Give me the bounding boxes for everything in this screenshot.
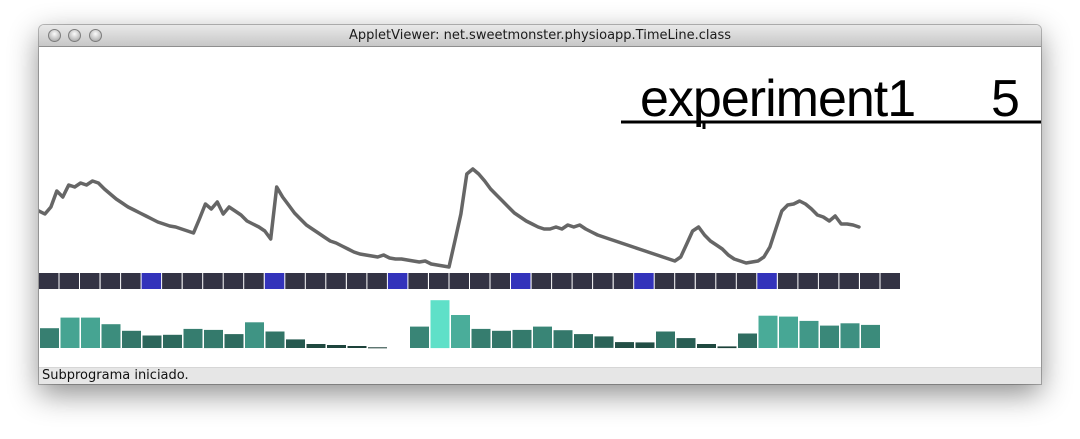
close-window-button[interactable] xyxy=(48,29,61,42)
activity-bar xyxy=(224,334,244,348)
status-text: Subprograma iniciado. xyxy=(42,368,189,383)
timeline-segment[interactable] xyxy=(880,273,901,289)
activity-bar xyxy=(410,326,429,348)
timeline-segment[interactable] xyxy=(59,273,80,289)
activity-bar xyxy=(306,344,326,348)
experiment-name: experiment1 xyxy=(640,70,916,128)
timeline-segment[interactable] xyxy=(736,273,757,289)
timeline-segment[interactable] xyxy=(429,273,449,289)
experiment-count: 5 xyxy=(991,70,1020,128)
activity-bar xyxy=(492,330,511,348)
activity-bar xyxy=(204,329,223,349)
window-title: AppletViewer: net.sweetmonster.physioapp… xyxy=(349,28,731,43)
timeline-segment[interactable] xyxy=(346,273,367,289)
timeline-segment[interactable] xyxy=(613,273,634,289)
timeline-segment[interactable] xyxy=(408,273,428,289)
timeline-segment[interactable] xyxy=(80,273,100,289)
minimize-window-button[interactable] xyxy=(68,29,81,42)
timeline-segment[interactable] xyxy=(203,273,223,289)
timeline-segment[interactable] xyxy=(285,273,305,289)
activity-bar xyxy=(122,330,141,348)
activity-bar xyxy=(574,334,593,348)
activity-bar xyxy=(533,326,552,348)
timeline-segment[interactable] xyxy=(634,273,654,289)
timeline-segment[interactable] xyxy=(593,273,613,289)
timeline-segments xyxy=(39,273,900,289)
timeline-segment[interactable] xyxy=(552,273,572,289)
signal-line xyxy=(39,167,861,269)
timeline-segment[interactable] xyxy=(223,273,244,289)
window-titlebar[interactable]: AppletViewer: net.sweetmonster.physioapp… xyxy=(39,25,1041,47)
activity-bar xyxy=(265,331,285,348)
timeline-segment[interactable] xyxy=(244,273,264,289)
timeline-segment[interactable] xyxy=(367,273,387,289)
timeline-segment[interactable] xyxy=(182,273,203,289)
activity-bar xyxy=(553,330,573,348)
activity-bar xyxy=(635,342,655,348)
timeline-segment[interactable] xyxy=(860,273,880,289)
timeline-segment[interactable] xyxy=(675,273,695,289)
timeline-segment[interactable] xyxy=(326,273,346,289)
timeline-segment[interactable] xyxy=(305,273,326,289)
activity-bar xyxy=(676,338,696,348)
status-bar: Subprograma iniciado. xyxy=(39,367,1041,384)
activity-bar xyxy=(697,344,716,348)
activity-bar xyxy=(471,328,491,348)
activity-bar xyxy=(368,347,387,349)
timeline-segment[interactable] xyxy=(839,273,859,289)
timeline-segment[interactable] xyxy=(39,273,59,289)
timeline-segment[interactable] xyxy=(716,273,736,289)
timeline-segment[interactable] xyxy=(695,273,716,289)
activity-bars xyxy=(40,300,880,349)
activity-bar xyxy=(60,317,80,348)
timeline-segment[interactable] xyxy=(100,273,121,289)
timeline-segment[interactable] xyxy=(654,273,675,289)
activity-bar xyxy=(615,342,634,348)
timeline-segment[interactable] xyxy=(162,273,182,289)
timeline-segment[interactable] xyxy=(757,273,777,289)
timeline-segment[interactable] xyxy=(141,273,162,289)
activity-bar xyxy=(717,346,737,349)
activity-bar xyxy=(327,345,346,348)
activity-bar xyxy=(245,322,264,348)
timeline-segment[interactable] xyxy=(121,273,141,289)
activity-bar xyxy=(861,324,880,348)
activity-bar xyxy=(656,331,675,348)
activity-bar xyxy=(820,325,839,348)
timeline-segment[interactable] xyxy=(818,273,839,289)
activity-bar xyxy=(840,323,860,349)
timeline-segment[interactable] xyxy=(531,273,552,289)
timeline-segment[interactable] xyxy=(387,273,408,289)
activity-bar xyxy=(40,328,59,348)
activity-bar xyxy=(347,346,367,348)
timeline-segment[interactable] xyxy=(470,273,490,289)
activity-bar xyxy=(451,315,470,348)
timeline-applet[interactable]: experiment1 5 xyxy=(39,47,1041,367)
activity-bar xyxy=(512,329,532,349)
timeline-segment[interactable] xyxy=(777,273,798,289)
activity-bar xyxy=(101,324,121,348)
activity-bar xyxy=(799,320,819,348)
activity-bar xyxy=(594,336,614,348)
activity-bar xyxy=(738,333,757,348)
activity-bar xyxy=(758,315,778,348)
activity-bar xyxy=(430,300,450,349)
applet-viewer-window: AppletViewer: net.sweetmonster.physioapp… xyxy=(39,25,1041,384)
activity-bar xyxy=(142,335,162,348)
timeline-segment[interactable] xyxy=(490,273,511,289)
activity-bar xyxy=(163,334,182,348)
timeline-segment[interactable] xyxy=(798,273,818,289)
timeline-canvas xyxy=(39,120,1041,349)
activity-bar xyxy=(779,316,798,348)
activity-bar xyxy=(183,328,203,348)
zoom-window-button[interactable] xyxy=(89,29,102,42)
timeline-segment[interactable] xyxy=(264,273,285,289)
timeline-segment[interactable] xyxy=(572,273,593,289)
timeline-segment[interactable] xyxy=(449,273,470,289)
activity-bar xyxy=(286,339,305,348)
activity-bar xyxy=(81,317,100,348)
timeline-segment[interactable] xyxy=(511,273,531,289)
